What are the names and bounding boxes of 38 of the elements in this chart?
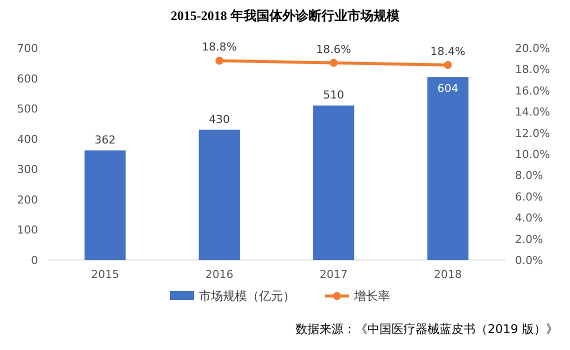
bar (427, 77, 468, 260)
y-tick-label: 300 (17, 163, 38, 176)
y-tick-label: 600 (17, 72, 38, 86)
y-tick-label: 200 (17, 193, 38, 206)
y2-tick-label: 14.0% (515, 106, 550, 119)
bar (198, 130, 240, 260)
y2-tick-label: 8.0% (515, 169, 543, 182)
y2-tick-label: 16.0% (515, 84, 550, 98)
x-tick-label: 2015 (91, 268, 120, 281)
bar (313, 106, 354, 260)
y2-tick-label: 18.0% (515, 63, 550, 76)
y2-tick-label: 2.0% (515, 232, 543, 246)
chart-title: 2015-2018 年我国体外诊断行业市场规模 (170, 8, 400, 23)
bar (84, 150, 126, 260)
data-label: 430 (208, 112, 230, 126)
y2-tick-label: 12.0% (515, 126, 550, 140)
y2-tick-label: 4.0% (515, 212, 543, 225)
y2-tick-label: 10.0% (515, 148, 550, 161)
legend-label: 增长率 (353, 289, 390, 303)
x-tick-label: 2016 (205, 268, 234, 281)
y2-tick-label: 6.0% (515, 190, 543, 204)
y-tick-label: 500 (17, 102, 38, 116)
data-label: 18.4% (430, 44, 466, 58)
y-tick-label: 100 (17, 224, 38, 237)
data-label: 604 (437, 82, 458, 96)
y-tick-label: 700 (17, 42, 38, 55)
x-tick-label: 2018 (434, 268, 462, 281)
data-label: 18.6% (316, 42, 352, 56)
x-tick-label: 2017 (320, 268, 348, 281)
y-tick-label: 400 (17, 132, 38, 146)
legend-label: 市场规模（亿元） (199, 289, 295, 303)
source-note: 数据来源：《中国医疗器械蓝皮书（2019 版）》 (296, 322, 558, 336)
y2-tick-label: 0.0% (515, 254, 543, 267)
y2-tick-label: 20.0% (515, 42, 550, 55)
data-label: 362 (94, 133, 116, 146)
data-label: 510 (323, 88, 344, 102)
y-tick-label: 0 (31, 254, 38, 267)
data-label: 18.8% (202, 40, 237, 54)
